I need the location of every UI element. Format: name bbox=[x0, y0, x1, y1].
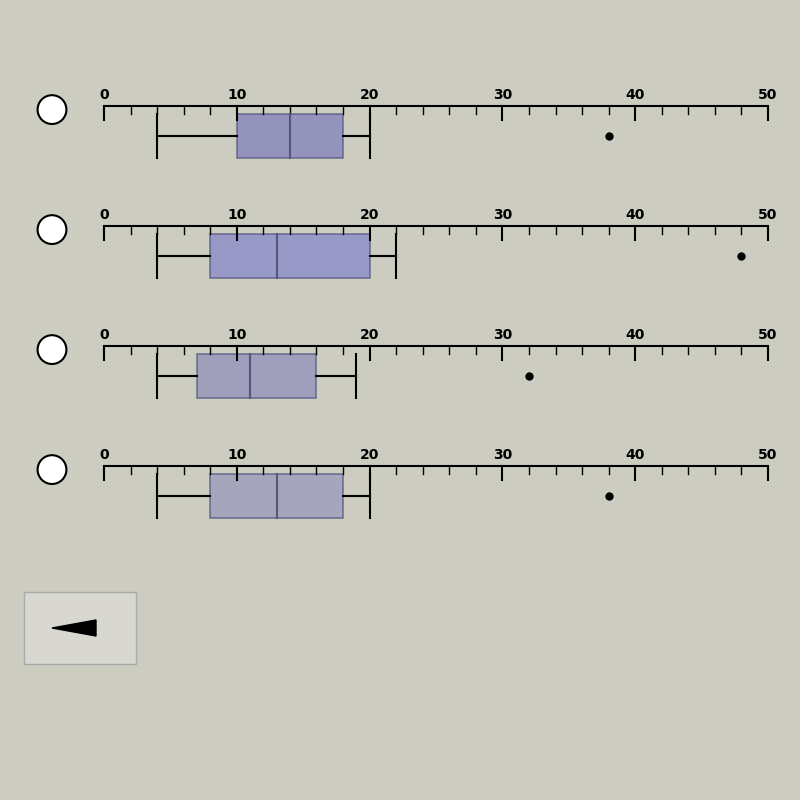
Text: 20: 20 bbox=[360, 448, 379, 462]
Polygon shape bbox=[52, 620, 96, 636]
Text: 30: 30 bbox=[493, 208, 512, 222]
Text: 20: 20 bbox=[360, 208, 379, 222]
Text: 10: 10 bbox=[227, 88, 246, 102]
Text: 50: 50 bbox=[758, 328, 778, 342]
Text: 0: 0 bbox=[99, 88, 109, 102]
Text: 0: 0 bbox=[99, 448, 109, 462]
Bar bbox=[210, 234, 370, 278]
Text: 40: 40 bbox=[626, 88, 645, 102]
Text: 30: 30 bbox=[493, 328, 512, 342]
Text: 50: 50 bbox=[758, 448, 778, 462]
Text: 10: 10 bbox=[227, 208, 246, 222]
Circle shape bbox=[38, 455, 66, 484]
Text: 30: 30 bbox=[493, 88, 512, 102]
Circle shape bbox=[38, 95, 66, 124]
Text: 40: 40 bbox=[626, 208, 645, 222]
Text: 30: 30 bbox=[493, 448, 512, 462]
Text: 20: 20 bbox=[360, 328, 379, 342]
Text: 0: 0 bbox=[99, 328, 109, 342]
Bar bbox=[197, 354, 317, 398]
Bar bbox=[210, 474, 343, 518]
Text: 40: 40 bbox=[626, 448, 645, 462]
Circle shape bbox=[38, 215, 66, 244]
FancyBboxPatch shape bbox=[24, 592, 136, 664]
Text: 10: 10 bbox=[227, 448, 246, 462]
Text: 0: 0 bbox=[99, 208, 109, 222]
Bar bbox=[237, 114, 343, 158]
Text: 20: 20 bbox=[360, 88, 379, 102]
Text: 50: 50 bbox=[758, 208, 778, 222]
Text: 50: 50 bbox=[758, 88, 778, 102]
Text: 10: 10 bbox=[227, 328, 246, 342]
Circle shape bbox=[38, 335, 66, 364]
Text: 40: 40 bbox=[626, 328, 645, 342]
